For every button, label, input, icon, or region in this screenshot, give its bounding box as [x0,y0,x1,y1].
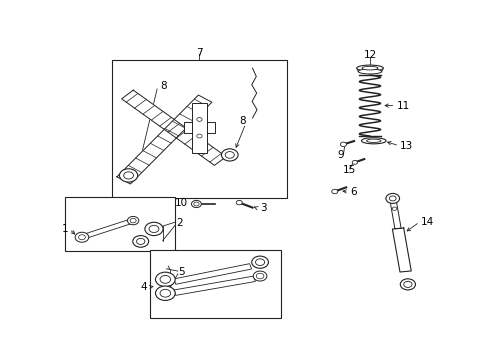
Circle shape [251,256,268,268]
Circle shape [236,201,242,205]
Circle shape [331,189,337,194]
Circle shape [255,259,264,266]
Ellipse shape [366,139,380,143]
Circle shape [196,117,202,121]
Ellipse shape [361,66,377,70]
Text: 8: 8 [160,81,166,91]
Polygon shape [81,219,134,239]
Circle shape [400,279,415,290]
Bar [112,60,286,198]
Text: 7: 7 [196,48,203,58]
Circle shape [351,161,357,164]
Polygon shape [389,198,400,229]
Ellipse shape [358,69,381,74]
Text: 12: 12 [363,50,376,60]
Text: 3: 3 [260,203,266,213]
Bar [65,197,175,251]
Circle shape [160,289,170,297]
Circle shape [79,235,85,240]
Text: 9: 9 [336,150,343,161]
Text: 5: 5 [178,267,185,277]
Circle shape [221,149,238,161]
Ellipse shape [361,138,386,144]
Polygon shape [173,264,251,284]
Circle shape [130,219,136,223]
Circle shape [136,238,144,244]
Text: 1: 1 [62,224,69,234]
Circle shape [75,232,89,242]
Circle shape [391,207,396,210]
Text: 14: 14 [420,217,433,227]
Text: 15: 15 [343,165,356,175]
Circle shape [127,216,139,225]
Text: 11: 11 [396,100,409,111]
Bar [184,122,214,133]
Bar [191,103,206,153]
Circle shape [385,193,399,203]
Circle shape [123,172,133,179]
Circle shape [253,271,266,281]
Circle shape [196,134,202,138]
Circle shape [388,196,395,201]
Ellipse shape [356,65,383,71]
Polygon shape [391,228,410,272]
Circle shape [155,272,175,287]
Polygon shape [174,276,255,295]
Circle shape [191,201,201,208]
Circle shape [155,286,175,301]
Text: 8: 8 [239,116,246,126]
Text: 2: 2 [176,219,183,228]
Circle shape [149,225,159,233]
Text: 13: 13 [400,141,413,151]
Text: 10: 10 [175,198,188,208]
Circle shape [403,281,411,287]
Polygon shape [122,90,225,165]
Circle shape [132,235,148,247]
Circle shape [225,152,234,158]
Circle shape [119,169,138,182]
Text: 6: 6 [349,187,356,197]
Circle shape [160,275,170,283]
Text: 4: 4 [141,282,147,292]
Bar [150,250,280,318]
Circle shape [340,142,346,147]
Polygon shape [117,95,211,184]
Circle shape [193,202,199,206]
Circle shape [256,273,264,279]
Circle shape [144,222,163,235]
